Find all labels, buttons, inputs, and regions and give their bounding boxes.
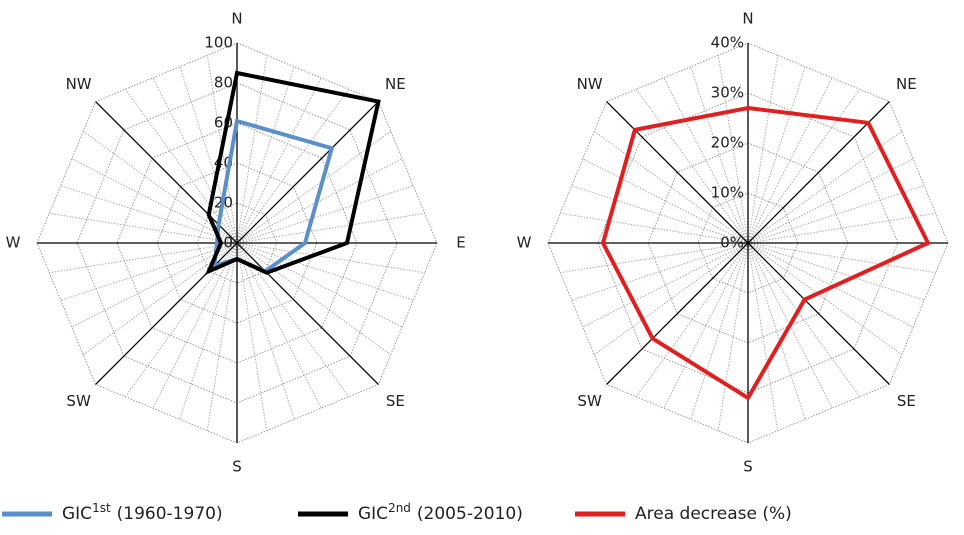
radial-grid xyxy=(236,242,322,409)
radial-grid xyxy=(236,185,414,244)
direction-label: N xyxy=(231,10,242,28)
legend-label: GIC1st (1960-1970) xyxy=(62,501,223,525)
radial-grid xyxy=(747,242,925,301)
r-tick-label: 100 xyxy=(204,34,233,52)
legend-part: (1960-1970) xyxy=(117,504,223,524)
axis-spoke xyxy=(236,242,379,385)
series-line xyxy=(204,70,381,276)
direction-label: NE xyxy=(385,75,406,93)
legend-part: 2nd xyxy=(388,501,411,515)
axis-spoke xyxy=(95,101,238,244)
radial-grid xyxy=(236,55,268,244)
axis-spoke xyxy=(747,101,890,244)
grid-ring xyxy=(156,162,318,324)
axis-spoke xyxy=(747,242,890,385)
direction-label: NE xyxy=(896,75,917,93)
radial-grid xyxy=(571,185,749,244)
direction-label: S xyxy=(743,458,753,476)
radial-grid xyxy=(236,158,403,244)
series-line xyxy=(600,105,931,401)
radial-grid xyxy=(690,66,749,244)
direction-label: NW xyxy=(577,75,603,93)
r-tick-label: 10% xyxy=(711,184,744,202)
radial-grid xyxy=(747,242,806,420)
legend-part: GIC xyxy=(62,504,92,524)
direction-label: SE xyxy=(897,392,916,410)
direction-label: N xyxy=(742,10,753,28)
radial-grid xyxy=(60,185,238,244)
legend-label: GIC2nd (2005-2010) xyxy=(358,501,523,525)
legend-part: Area decrease (%) xyxy=(635,504,792,524)
radial-grid xyxy=(747,242,914,328)
r-tick-label: 40% xyxy=(711,34,744,52)
direction-label: SW xyxy=(66,392,91,410)
r-tick-label: 0% xyxy=(720,234,744,252)
radial-grid xyxy=(236,88,350,244)
radial-grid xyxy=(236,242,295,420)
radial-grid xyxy=(593,242,749,356)
radial-grid xyxy=(179,66,238,244)
radial-grid xyxy=(747,158,914,244)
direction-label: W xyxy=(6,234,21,252)
radial-grid xyxy=(236,242,392,356)
radial-grid xyxy=(60,242,238,301)
direction-label: SW xyxy=(577,392,602,410)
radial-grid xyxy=(663,242,749,409)
radial-grid xyxy=(236,77,322,244)
r-tick-label: 80 xyxy=(214,74,233,92)
r-tick-label: 30% xyxy=(711,84,744,102)
r-tick-label: 20% xyxy=(711,134,744,152)
radial-grid xyxy=(690,242,749,420)
legend-part: (2005-2010) xyxy=(417,504,523,524)
radial-grid xyxy=(236,242,414,301)
radial-grid xyxy=(152,242,238,409)
radial-grid xyxy=(71,242,238,328)
direction-label: E xyxy=(456,234,465,252)
radial-grid xyxy=(747,185,925,244)
radial-grid xyxy=(582,242,749,328)
legend-label: Area decrease (%) xyxy=(635,504,792,524)
grid-ring xyxy=(196,202,278,284)
radial-grid xyxy=(747,212,936,244)
legend-part: GIC xyxy=(358,504,388,524)
radial-grid xyxy=(71,158,238,244)
radial-grid xyxy=(179,242,238,420)
r-tick-label: 0 xyxy=(223,234,233,252)
radial-grid xyxy=(747,66,806,244)
legend-part: 1st xyxy=(92,501,111,515)
radial-grid xyxy=(236,242,403,328)
direction-label: NW xyxy=(66,75,92,93)
radial-grid xyxy=(747,242,861,398)
axis-spoke xyxy=(236,101,379,244)
direction-label: S xyxy=(232,458,242,476)
radial-grid xyxy=(663,77,749,244)
direction-label: SE xyxy=(386,392,405,410)
radial-grid xyxy=(236,66,295,244)
radial-grid xyxy=(582,158,749,244)
axis-spoke xyxy=(606,242,749,385)
radial-grid xyxy=(236,212,425,244)
radial-grid xyxy=(152,77,238,244)
radial-grid xyxy=(571,242,749,301)
radial-grid xyxy=(747,77,833,244)
radial-grid xyxy=(747,242,833,409)
axis-spoke xyxy=(606,101,749,244)
direction-label: W xyxy=(517,234,532,252)
radial-grid xyxy=(747,242,779,431)
